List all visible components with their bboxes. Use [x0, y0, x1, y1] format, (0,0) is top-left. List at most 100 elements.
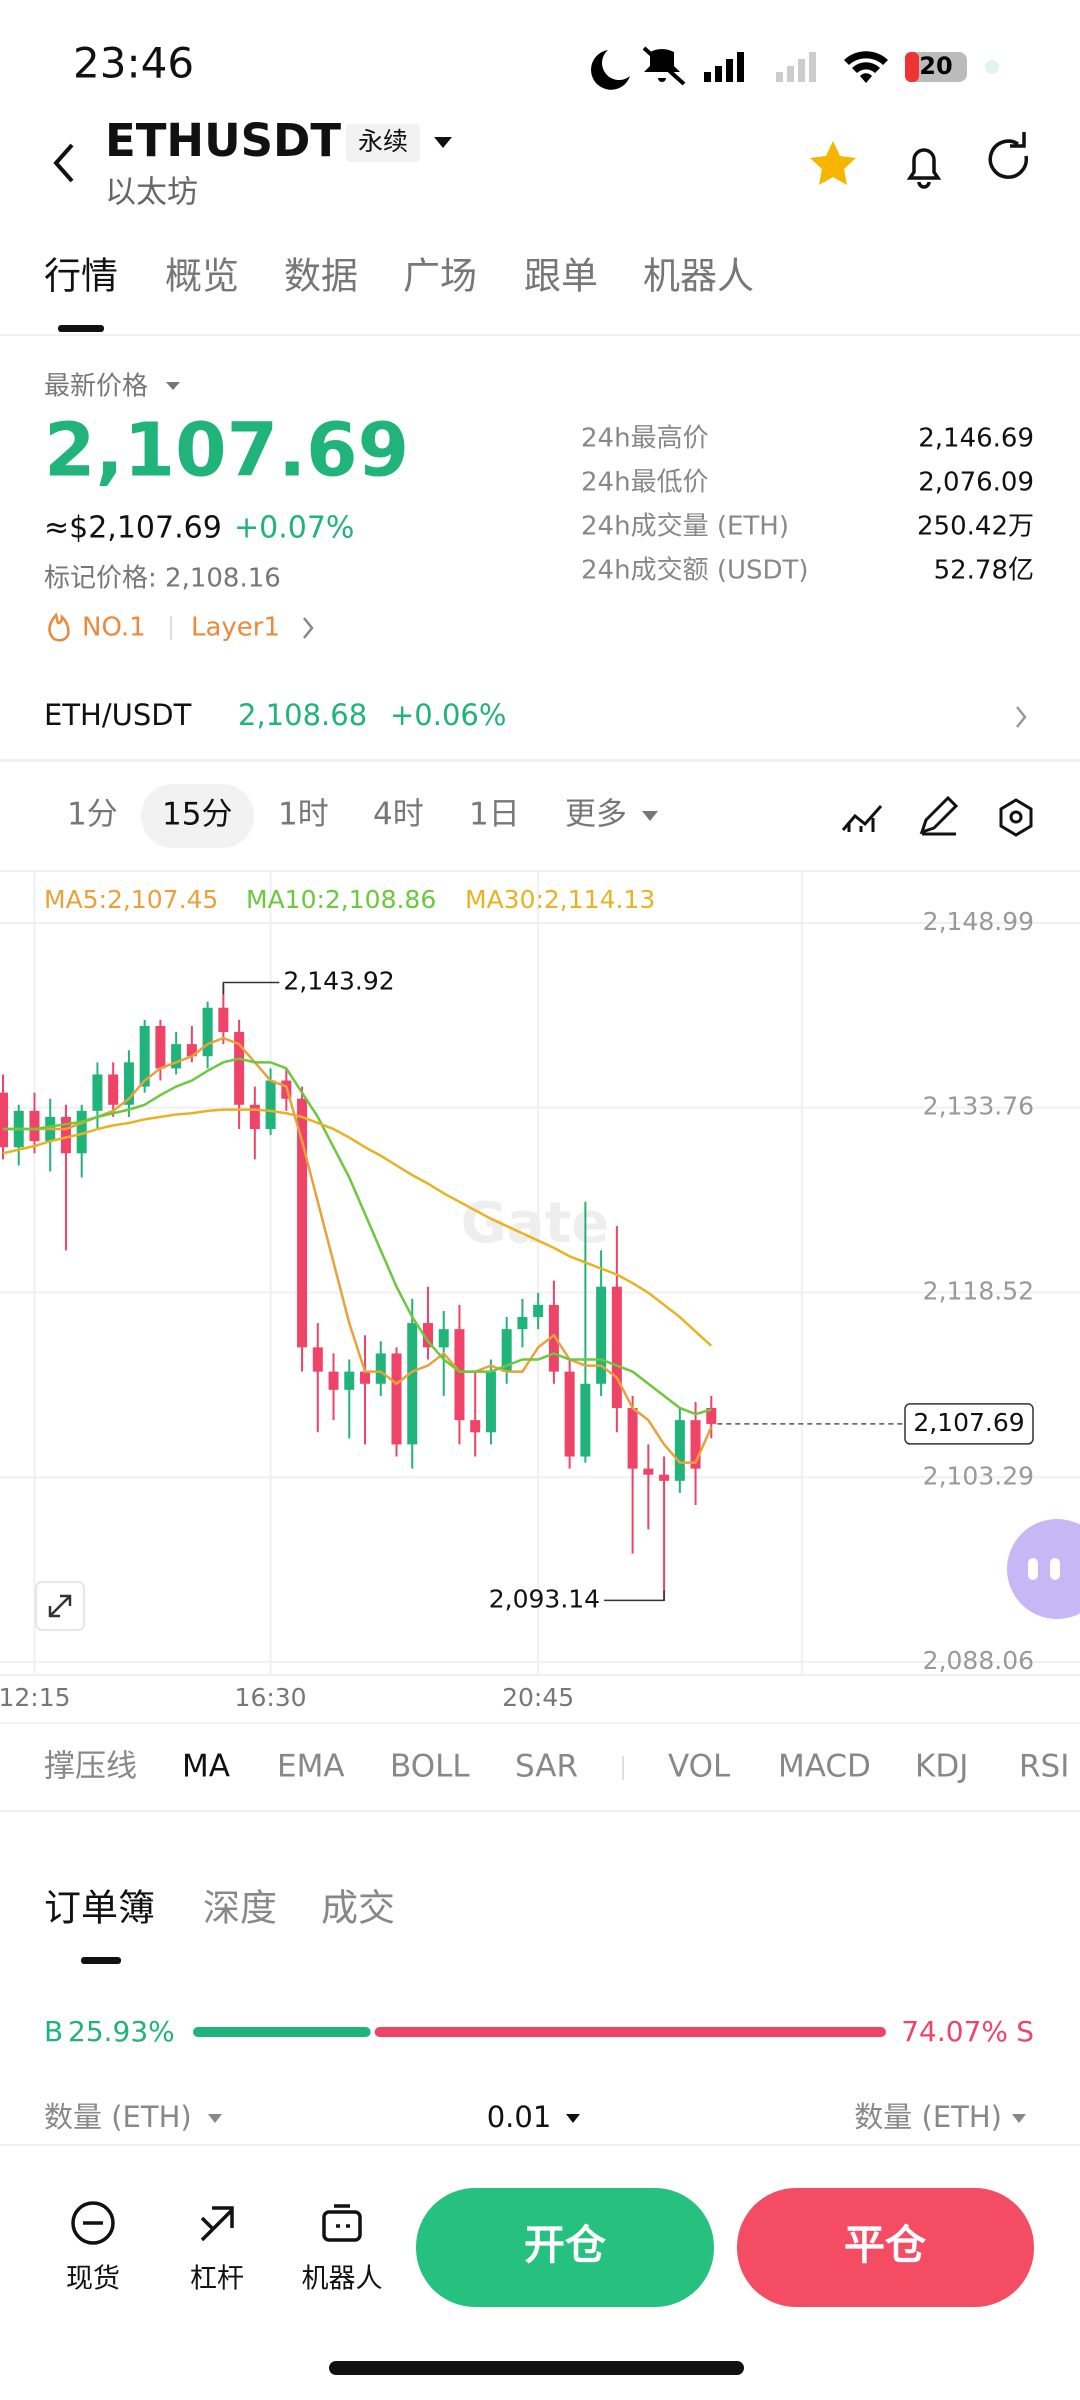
candle-body	[139, 1025, 150, 1087]
chart-tools[interactable]	[841, 795, 1033, 837]
high-marker-line	[222, 981, 280, 995]
ma-line	[3, 1036, 713, 1464]
indicator[interactable]: SAR	[515, 1749, 578, 1785]
candle-body	[265, 1080, 276, 1130]
stat-label: 24h成交量 (ETH)	[581, 512, 789, 542]
tab[interactable]: 行情	[44, 255, 118, 298]
indicator[interactable]: RSI	[1019, 1749, 1069, 1785]
tag-chevron[interactable]	[303, 617, 314, 639]
candle-body	[407, 1323, 418, 1445]
kline-chart: 12:15 16:30 20:45 2,148.99 2,133.76 2,118.52 2…	[0, 872, 1080, 1712]
candle-body	[29, 1110, 40, 1142]
back-button[interactable]	[53, 143, 74, 183]
watermark: Gate	[461, 1191, 610, 1256]
ma-line	[2, 1108, 713, 1347]
candle-body	[706, 1408, 717, 1424]
expand-icon	[48, 1594, 72, 1618]
indicator[interactable]: VOL	[668, 1749, 731, 1785]
more-dropdown[interactable]	[642, 811, 658, 821]
spot-chevron[interactable]	[1016, 706, 1027, 728]
orderbook-underline	[81, 1957, 121, 1964]
assistant-eye	[1050, 1558, 1060, 1580]
nav-label[interactable]: 机器人	[302, 2264, 383, 2295]
dropdown	[566, 2114, 580, 2123]
candle-body	[218, 1007, 229, 1032]
orderbook-tab[interactable]: 订单簿	[44, 1887, 155, 1930]
assistant-eye	[1028, 1558, 1038, 1580]
x-tick-label: 20:45	[502, 1683, 574, 1712]
open-label: 开仓	[524, 2221, 607, 2269]
ma-line	[3, 1057, 712, 1416]
orderbook-tab[interactable]: 成交	[321, 1887, 395, 1930]
interval[interactable]: 更多	[565, 797, 627, 833]
spot-price: 2,108.68	[238, 698, 367, 732]
spot-pair[interactable]: ETH/USDT	[44, 698, 192, 732]
category-tag[interactable]: Layer1	[191, 613, 280, 643]
tab[interactable]: 数据	[284, 255, 358, 298]
current-price-label: 2,107.69	[913, 1408, 1024, 1437]
tab[interactable]: 机器人	[643, 255, 754, 298]
candle-body	[328, 1371, 339, 1390]
candle-body	[580, 1383, 591, 1457]
precision[interactable]: 0.01	[487, 2100, 552, 2134]
buy-bar	[193, 2027, 371, 2037]
candle-body	[297, 1098, 308, 1348]
tab[interactable]: 广场	[403, 255, 477, 298]
low-marker-line	[604, 1590, 665, 1602]
y-tick-label: 2,133.76	[923, 1092, 1034, 1121]
y-tick-label: 2,118.52	[923, 1277, 1034, 1306]
sell-percent: 74.07%	[901, 2015, 1008, 2048]
interval[interactable]: 1时	[278, 797, 329, 833]
assistant-bubble[interactable]	[1007, 1519, 1080, 1619]
share-button[interactable]	[988, 132, 1029, 179]
qty-header[interactable]: 数量 (ETH)	[44, 2100, 192, 2134]
high-marker-label: 2,143.92	[283, 966, 394, 995]
indicator[interactable]: MA	[182, 1749, 230, 1785]
candle-body	[60, 1116, 71, 1154]
home-indicator	[329, 2361, 744, 2375]
candle-body	[344, 1371, 355, 1390]
nav-icons[interactable]	[71, 2201, 362, 2245]
alert-bell[interactable]	[906, 148, 942, 189]
indicator[interactable]: MACD	[778, 1749, 871, 1785]
asset-name: 以太坊	[105, 175, 198, 211]
candle-body	[76, 1110, 87, 1154]
price-dropdown[interactable]	[166, 382, 180, 390]
indicator[interactable]: 撑压线	[44, 1749, 137, 1785]
indicator[interactable]: EMA	[277, 1749, 345, 1785]
candle-body	[611, 1286, 622, 1409]
stat-value: 2,076.09	[918, 468, 1034, 498]
nav-label[interactable]: 杠杆	[190, 2264, 244, 2295]
tab[interactable]: 概览	[165, 255, 239, 298]
symbol: ETHUSDT	[105, 114, 341, 167]
sell-bar	[374, 2027, 886, 2037]
indicator[interactable]: BOLL	[390, 1749, 470, 1785]
y-tick-label: 2,088.06	[923, 1646, 1034, 1675]
orderbook-tab[interactable]: 深度	[203, 1887, 277, 1930]
nav-label[interactable]: 现货	[66, 2264, 120, 2295]
tab[interactable]: 跟单	[524, 255, 598, 298]
stat-value: 2,146.69	[918, 424, 1034, 454]
symbol-dropdown[interactable]	[434, 137, 452, 148]
favorite-star[interactable]	[810, 141, 856, 185]
candle-body	[234, 1031, 245, 1105]
indicator[interactable]: KDJ	[915, 1749, 968, 1785]
open-button[interactable]	[416, 2188, 714, 2307]
candle-body	[674, 1420, 685, 1481]
y-tick-label: 2,103.29	[923, 1461, 1034, 1490]
divider	[0, 1810, 1080, 1812]
interval[interactable]: 1日	[469, 797, 520, 833]
interval[interactable]: 15分	[162, 797, 232, 833]
rank-tag: NO.1	[82, 613, 146, 643]
low-marker-label: 2,093.14	[489, 1584, 600, 1613]
interval[interactable]: 1分	[67, 797, 118, 833]
x-tick-label: 12:15	[0, 1683, 71, 1712]
qty-header[interactable]: 数量 (ETH)	[854, 2100, 1002, 2134]
candle-body	[202, 1007, 213, 1057]
interval[interactable]: 4时	[373, 797, 424, 833]
y-tick-label: 2,148.99	[923, 907, 1034, 936]
close-button[interactable]	[737, 2188, 1034, 2307]
candle-body	[564, 1371, 575, 1457]
stats-table: 24h最高价 2,146.69 24h最低价 2,076.09 24h成交量 (ETH)…	[581, 424, 1034, 586]
price-label: 最新价格	[44, 372, 148, 402]
